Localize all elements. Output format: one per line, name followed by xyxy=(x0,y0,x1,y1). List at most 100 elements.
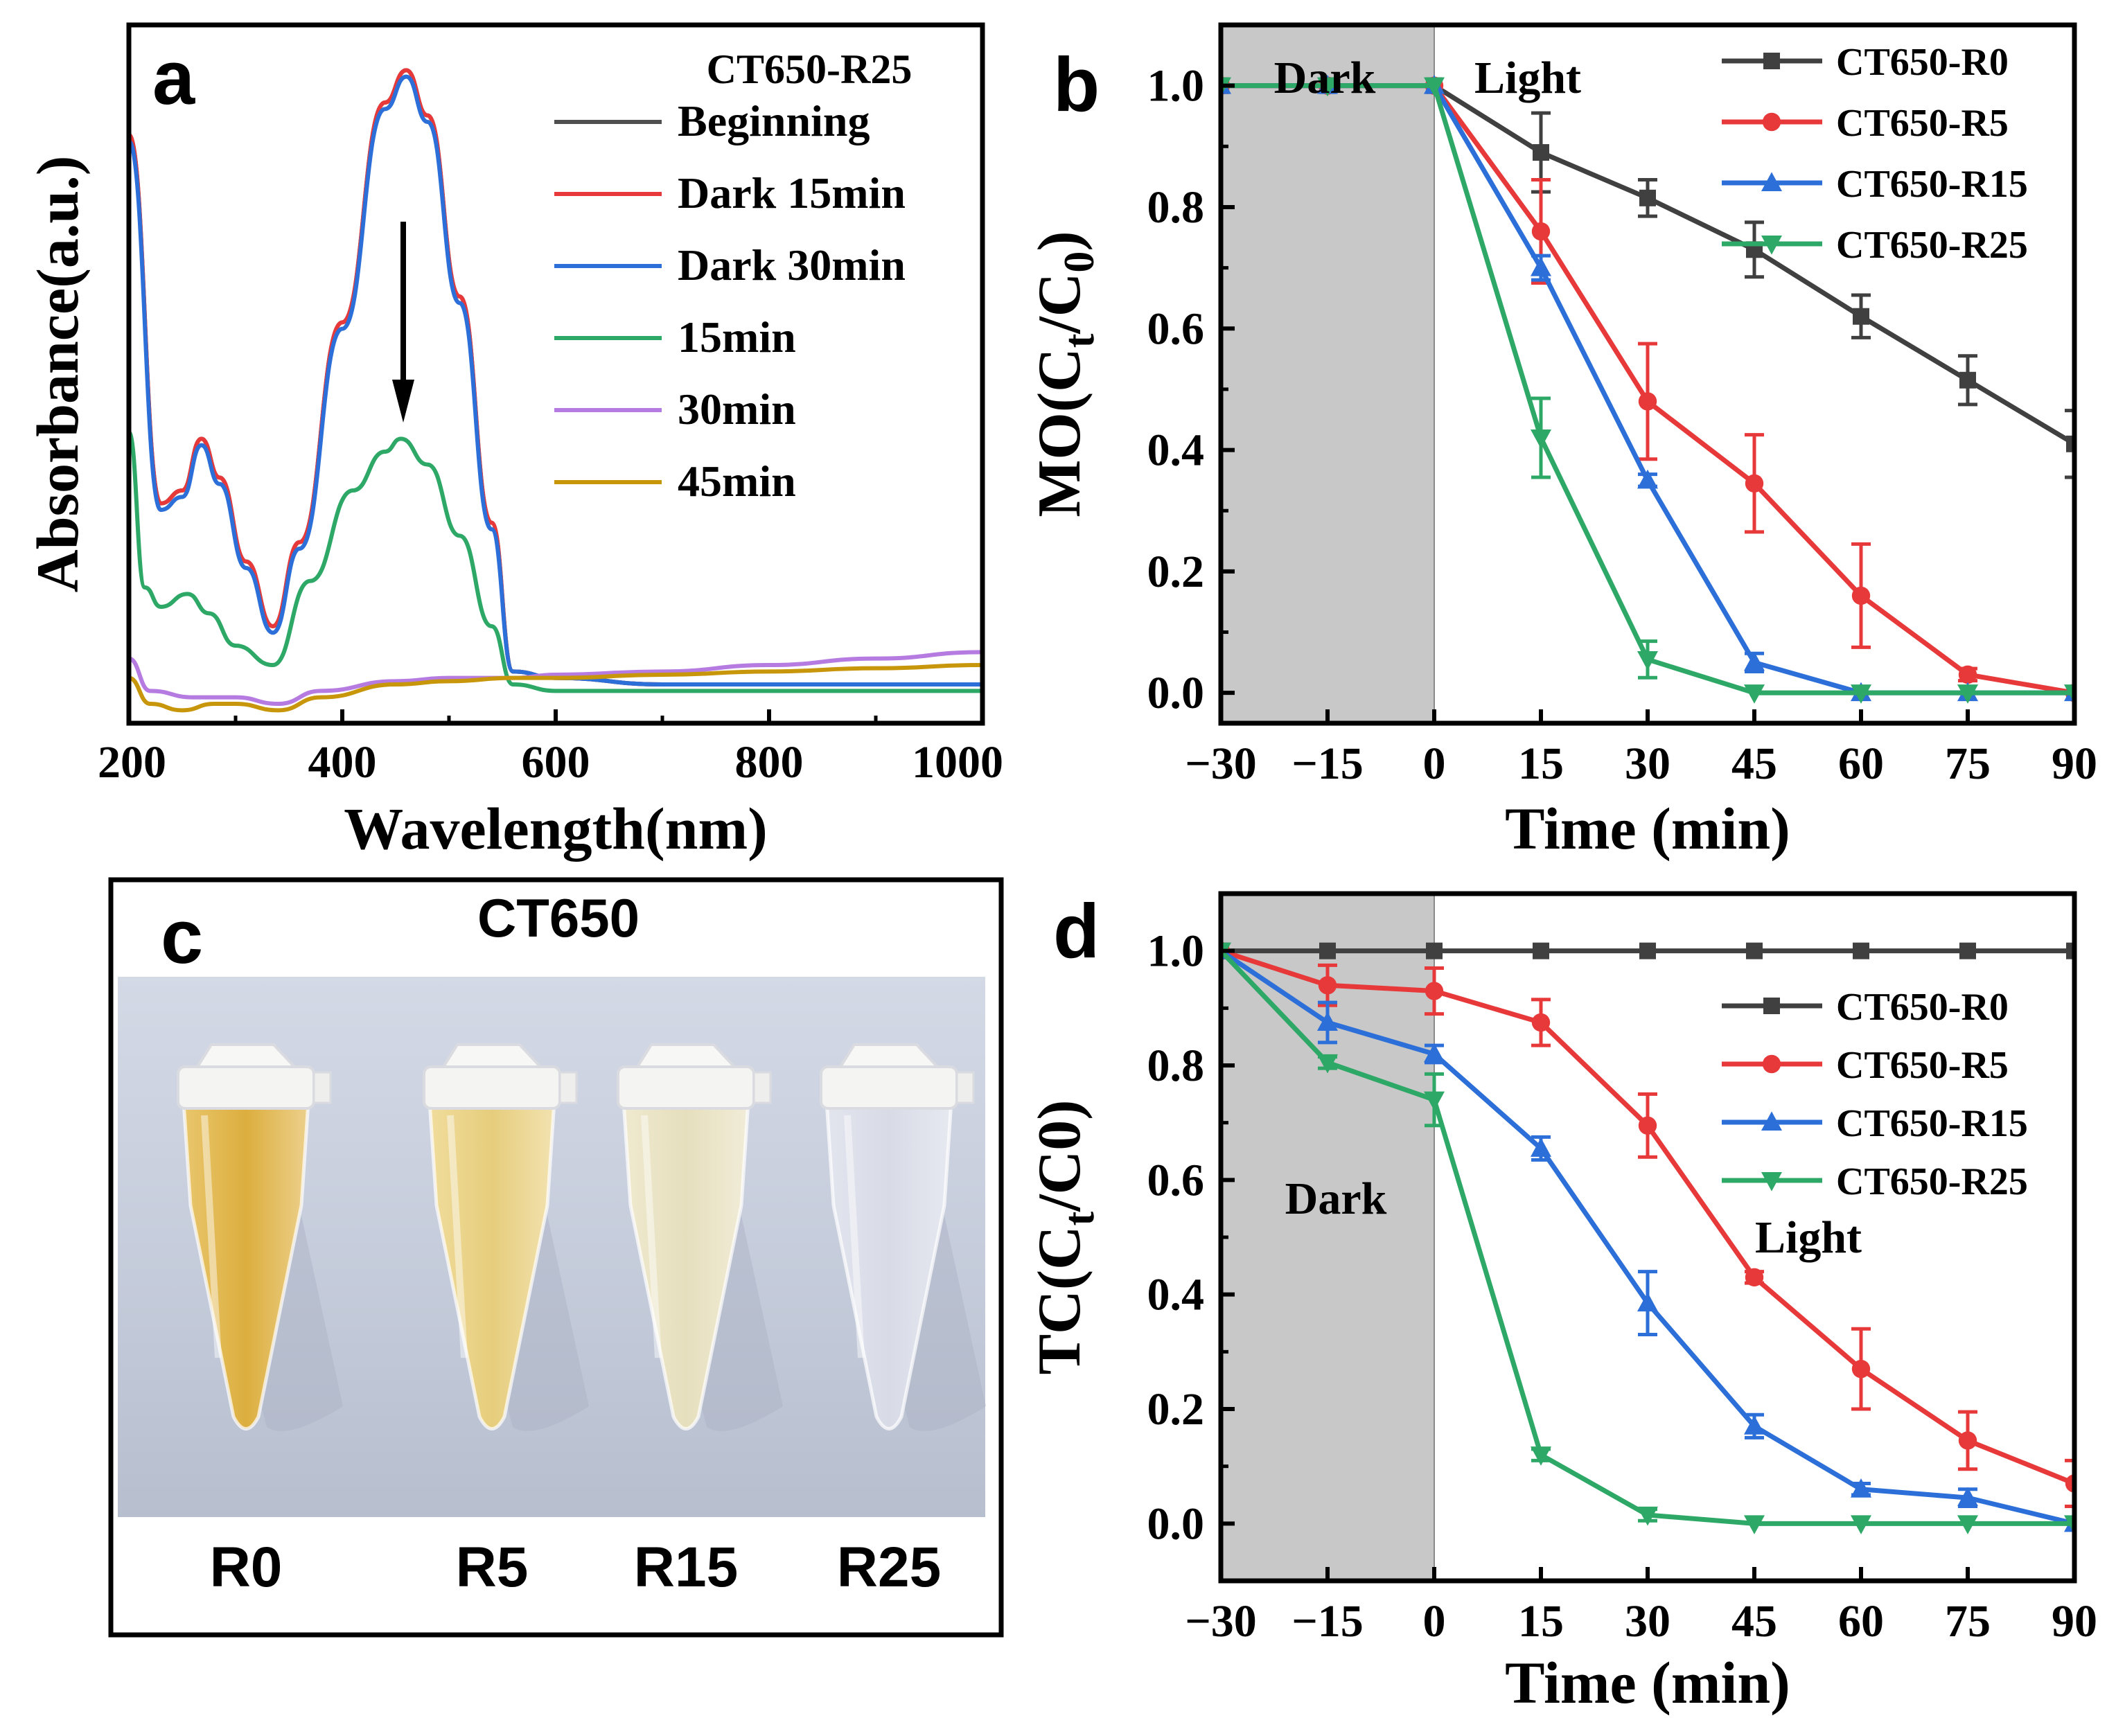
panel-a-xtick-label: 600 xyxy=(522,737,590,788)
data-point-ct650-r0 xyxy=(1639,189,1656,206)
tube-highlight xyxy=(641,1115,662,1358)
ytick-label: 0.0 xyxy=(1147,668,1205,718)
data-point-ct650-r15 xyxy=(1637,469,1658,489)
legend-marker-ct650-r15 xyxy=(1761,172,1782,191)
data-point-ct650-r0 xyxy=(1853,942,1869,959)
legend-marker-ct650-r25 xyxy=(1761,236,1782,255)
data-point-ct650-r15 xyxy=(1851,1478,1871,1498)
data-point-ct650-r25 xyxy=(1317,1054,1338,1074)
series-ct650-r15 xyxy=(1221,940,2074,1532)
data-point-ct650-r5 xyxy=(1318,976,1337,995)
data-point-ct650-r5 xyxy=(1531,222,1551,241)
ytick-label: 1.0 xyxy=(1147,61,1205,112)
panel-d-xlabel: Time (min) xyxy=(1505,1649,1790,1716)
data-point-ct650-r25 xyxy=(1637,1506,1658,1526)
legend-marker-ct650-r25 xyxy=(1761,1172,1782,1192)
series-ct650-r25 xyxy=(1221,942,2074,1534)
data-point-ct650-r25 xyxy=(1744,1515,1765,1534)
xtick-label: 0 xyxy=(1423,738,1446,789)
legend-label-ct650-r15: CT650-R15 xyxy=(1836,1102,2028,1145)
xtick-label: −30 xyxy=(1185,738,1257,789)
xtick-label: 30 xyxy=(1625,738,1670,789)
tube-hinge xyxy=(558,1071,578,1104)
data-point-ct650-r25 xyxy=(1317,77,1338,97)
legend-label-ct650-r5: CT650-R5 xyxy=(1836,1044,2009,1087)
panel-c-letter: c xyxy=(161,894,203,980)
data-point-ct650-r15 xyxy=(1744,651,1765,671)
panel-d-letter: d xyxy=(1053,889,1100,974)
tube-cap-top xyxy=(838,1043,941,1068)
ytick-label: 0.6 xyxy=(1147,303,1205,354)
tube-hinge xyxy=(312,1071,332,1104)
data-point-ct650-r25 xyxy=(1744,684,1765,704)
spectrum-line-30min xyxy=(129,650,982,706)
xtick-label: −15 xyxy=(1291,1596,1364,1647)
legend-a-label-30min: 30min xyxy=(678,384,796,434)
tube-cap-top xyxy=(195,1043,298,1068)
down-arrow-icon xyxy=(392,222,414,423)
panel-b-ylabel: MO(Ct/C0) xyxy=(1026,231,1103,517)
data-point-ct650-r5 xyxy=(1638,392,1657,411)
data-point-ct650-r15 xyxy=(1424,1043,1445,1063)
legend-label-ct650-r5: CT650-R5 xyxy=(1836,102,2009,145)
data-point-ct650-r0 xyxy=(1533,144,1549,161)
spectrum-line-15min xyxy=(129,430,982,693)
panel-a-letter: a xyxy=(152,35,195,121)
tube-label-r25: R25 xyxy=(837,1536,941,1599)
data-point-ct650-r5 xyxy=(1531,1013,1551,1032)
panel-d-dark-label: Dark xyxy=(1285,1173,1387,1224)
legend-marker-ct650-r0 xyxy=(1763,998,1780,1014)
xtick-label: 90 xyxy=(2052,738,2097,789)
ytick-label: 1.0 xyxy=(1147,926,1205,977)
svg-text:TC(Ct/C0): TC(Ct/C0) xyxy=(1026,1099,1103,1374)
tube-hinge xyxy=(955,1071,975,1104)
ytick-label: 0.4 xyxy=(1147,425,1205,476)
panel-a-spectrum-chart: 200 400 600 800 1000 a CT650-R25 Beginning Da… xyxy=(24,22,1003,862)
legend-label-ct650-r25: CT650-R25 xyxy=(1836,1160,2028,1203)
tube-r25 xyxy=(820,1043,986,1431)
data-point-ct650-r25 xyxy=(1957,684,1978,704)
svg-text:MO(Ct/C0): MO(Ct/C0) xyxy=(1026,231,1103,517)
data-point-ct650-r25 xyxy=(1957,1515,1978,1534)
dark-region-shade xyxy=(1221,25,1434,723)
xtick-label: −30 xyxy=(1185,1596,1257,1647)
panel-a-xtick-label: 800 xyxy=(735,737,804,788)
tube-cap-top xyxy=(441,1043,544,1068)
spectrum-line-45min xyxy=(129,663,982,713)
data-point-ct650-r5 xyxy=(1638,1116,1657,1135)
legend-label-ct650-r15: CT650-R15 xyxy=(1836,163,2028,206)
data-point-ct650-r15 xyxy=(1531,257,1551,276)
data-point-ct650-r15 xyxy=(1744,1415,1765,1435)
data-point-ct650-r0 xyxy=(1959,371,1976,389)
legend-label-ct650-r25: CT650-R25 xyxy=(1836,224,2028,267)
series-ct650-r25 xyxy=(1221,77,2074,704)
panel-c-title: CT650 xyxy=(477,887,640,948)
xtick-label: 60 xyxy=(1838,1596,1884,1647)
tube-liquid xyxy=(825,1099,953,1431)
data-point-ct650-r0 xyxy=(1426,942,1443,959)
legend-a-label-45min: 45min xyxy=(678,457,796,506)
xtick-label: 45 xyxy=(1731,738,1777,789)
data-point-ct650-r25 xyxy=(1424,77,1445,97)
tube-label-r5: R5 xyxy=(456,1536,529,1599)
xtick-label: 30 xyxy=(1625,1596,1670,1647)
tube-hinge xyxy=(752,1071,772,1104)
panel-d-ylabel: TC(Ct/C0) xyxy=(1026,1099,1103,1374)
data-point-ct650-r0 xyxy=(1853,308,1869,325)
data-point-ct650-r5 xyxy=(1958,665,1977,684)
xtick-label: 45 xyxy=(1731,1596,1777,1647)
xtick-label: 75 xyxy=(1945,1596,1991,1647)
legend-marker-ct650-r0 xyxy=(1763,53,1780,69)
legend-marker-ct650-r15 xyxy=(1761,1111,1782,1131)
data-point-ct650-r25 xyxy=(1531,1446,1551,1466)
panel-a-xtick-label: 1000 xyxy=(912,737,1003,788)
panel-d-light-label: Light xyxy=(1755,1212,1862,1263)
panel-c-photo: c CT650 R0 R5 R15 R25 xyxy=(108,877,1004,1638)
tube-highlight xyxy=(447,1115,468,1358)
legend-a-label-dark-30min: Dark 30min xyxy=(678,240,906,290)
tube-r15 xyxy=(617,1043,783,1431)
legend-label-ct650-r0: CT650-R0 xyxy=(1836,41,2009,84)
tube-liquid xyxy=(182,1099,310,1431)
data-point-ct650-r25 xyxy=(1851,684,1871,704)
